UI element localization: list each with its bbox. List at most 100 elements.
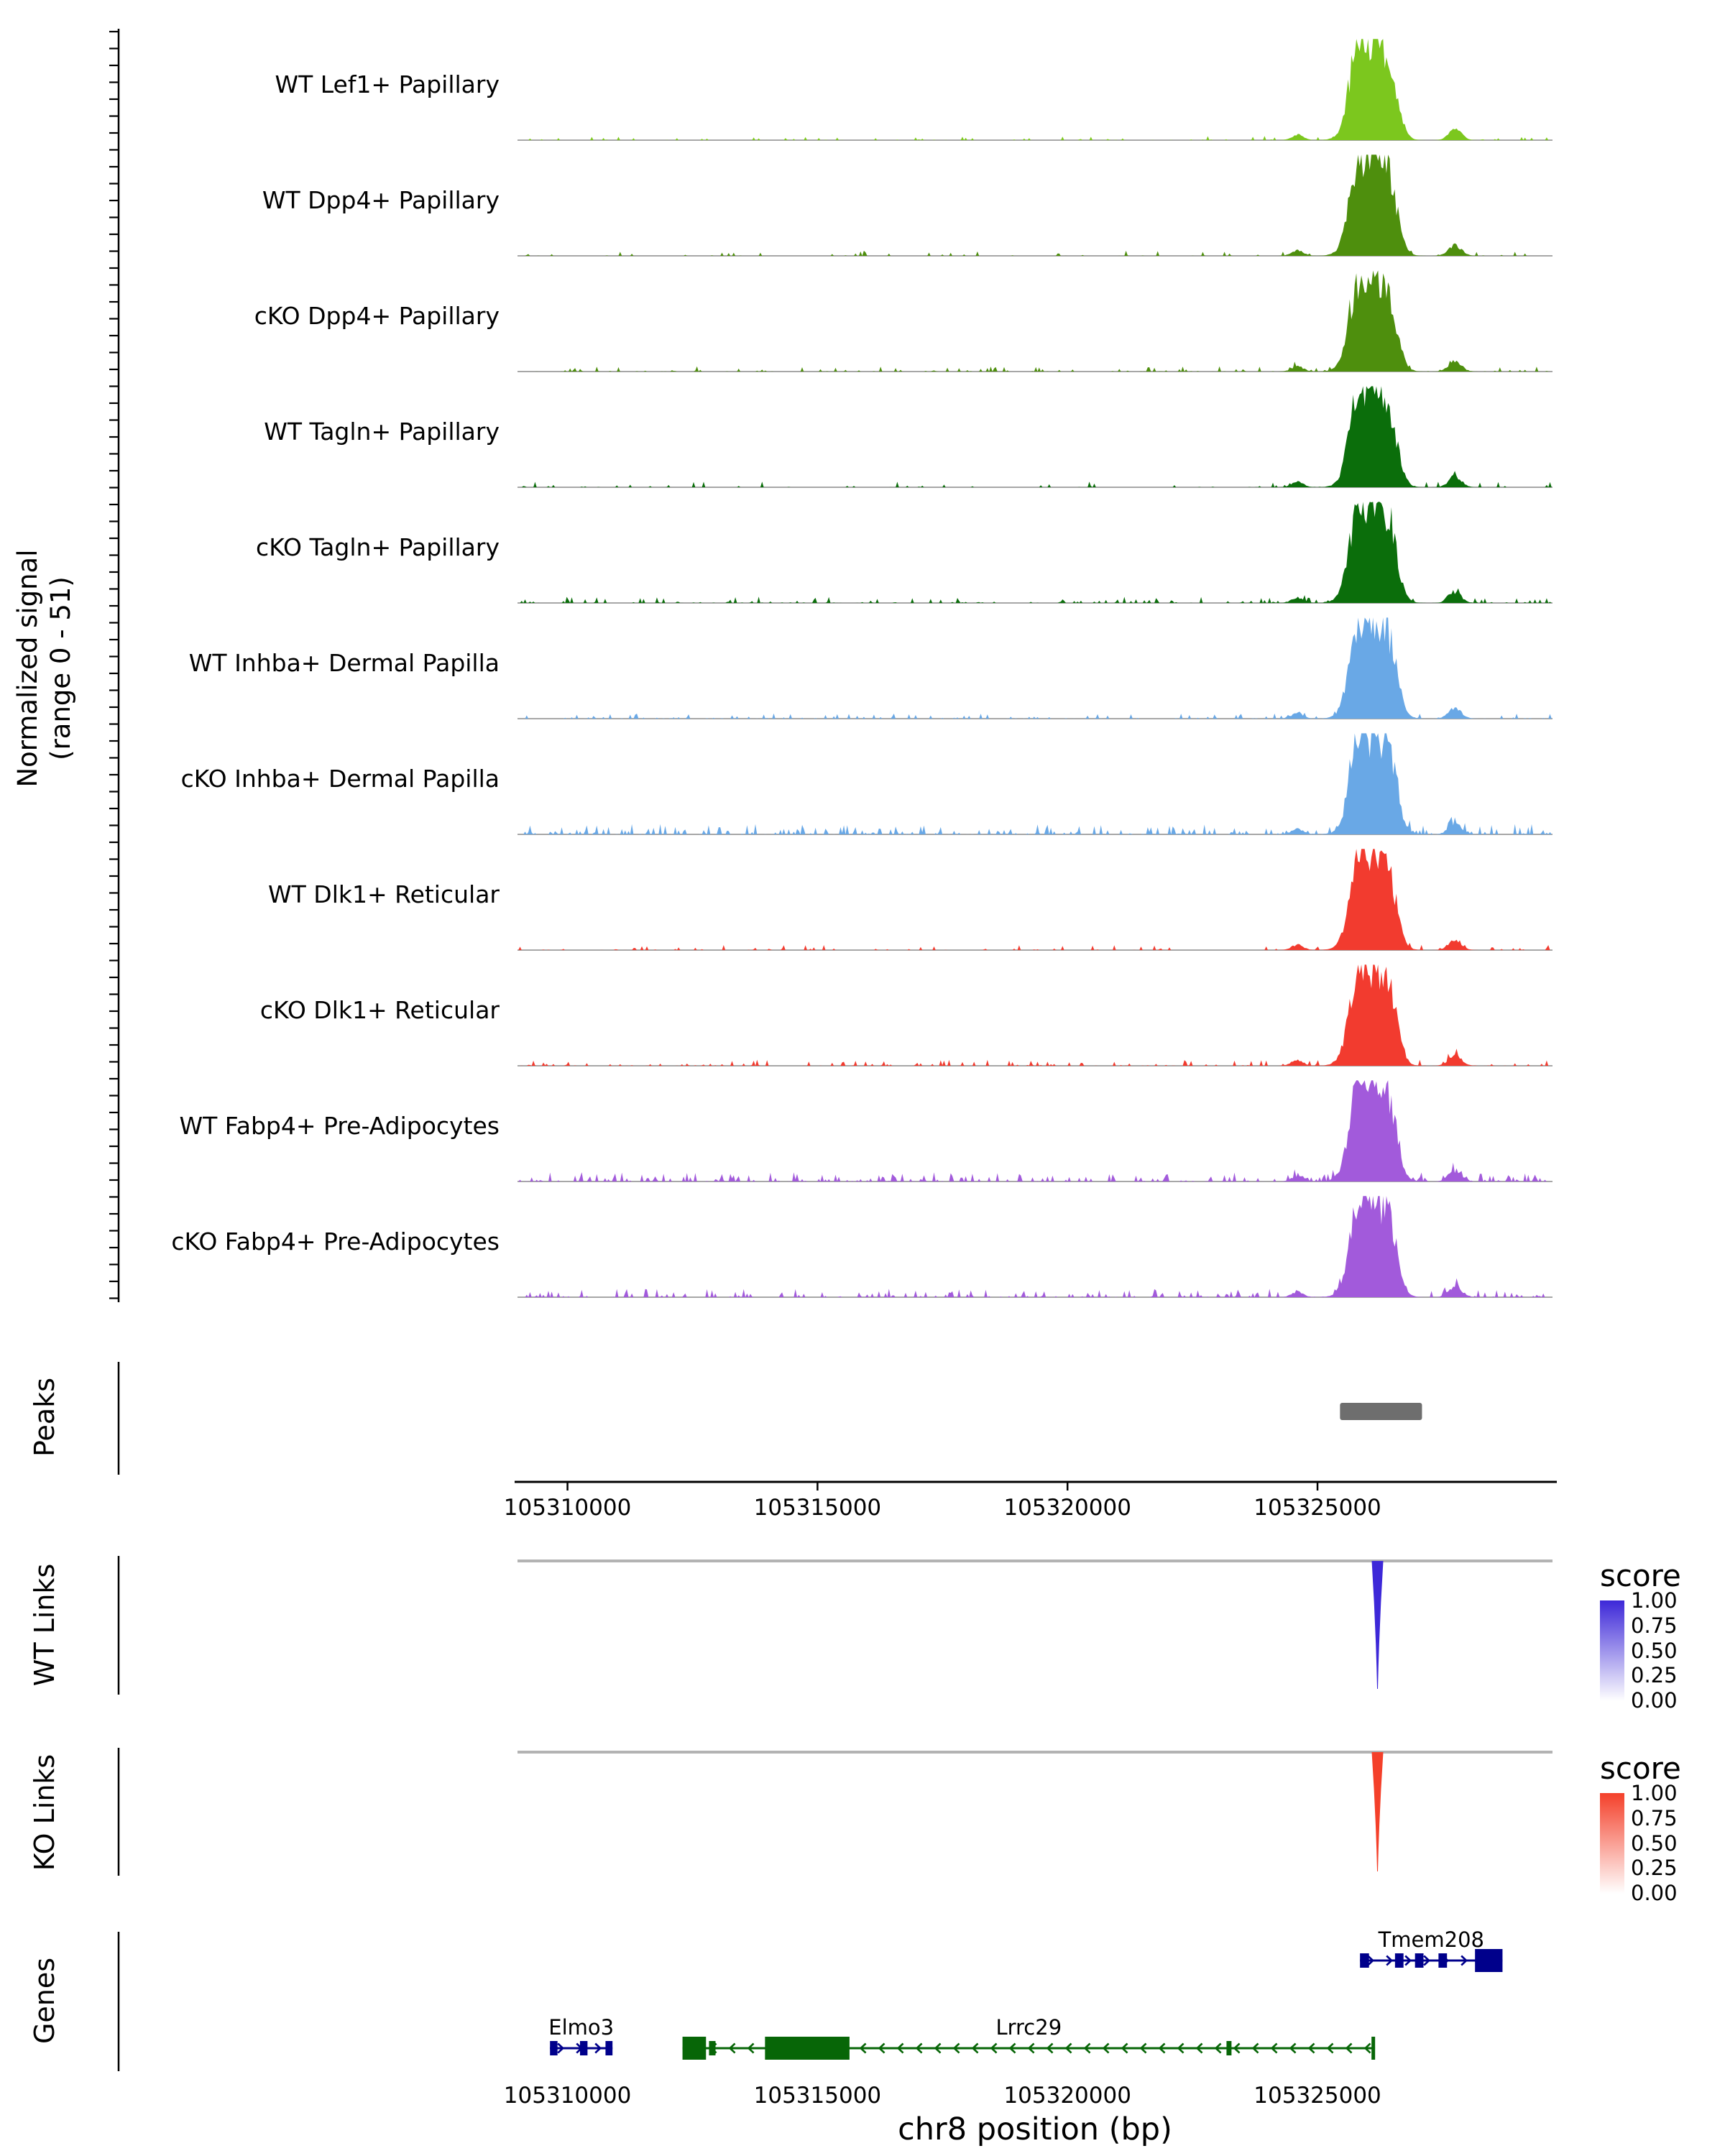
strand-arrow-icon (1139, 2042, 1147, 2054)
track-label-1: WT Dpp4+ Papillary (262, 186, 500, 214)
wt-links-score-legend: score 1.00 0.75 0.50 0.25 0.00 (1600, 1558, 1681, 1721)
track-label-10: cKO Fabp4+ Pre-Adipocytes (171, 1227, 500, 1256)
x-axis-tick-label: 105315000 (753, 1495, 882, 1521)
gene-exon (550, 2041, 558, 2055)
strand-arrow-icon (878, 2042, 886, 2054)
strand-arrow-icon (1046, 2042, 1054, 2054)
strand-arrow-icon (1404, 1955, 1412, 1966)
score-tick-label: 0.50 (1631, 1830, 1678, 1856)
track-label-9: WT Fabp4+ Pre-Adipocytes (179, 1112, 500, 1140)
strand-arrow-icon (1177, 2042, 1184, 2054)
strand-arrow-icon (990, 2042, 998, 2054)
score-tick-label: 1.00 (1631, 1781, 1678, 1805)
coverage-area (518, 964, 1552, 1066)
score-legend-tick-labels: 1.00 0.75 0.50 0.25 0.00 (1631, 1783, 1678, 1904)
score-legend-title: score (1600, 1751, 1681, 1786)
ko-link-arc (1371, 1752, 1384, 1871)
strand-arrow-icon (1008, 2042, 1016, 2054)
track-label-2: cKO Dpp4+ Papillary (254, 302, 500, 330)
coverage-area (518, 617, 1552, 719)
strand-arrow-icon (1423, 1955, 1431, 1966)
strand-arrow-icon (971, 2042, 979, 2054)
gene-exon (1371, 2037, 1376, 2060)
y-axis-label-line1: Normalized signal (12, 549, 43, 788)
x-axis-title: chr8 position (bp) (898, 2111, 1172, 2147)
gene-exon (709, 2041, 716, 2055)
strand-arrow-icon (859, 2042, 867, 2054)
coverage-area (518, 1080, 1552, 1181)
gene-exon (605, 2041, 613, 2055)
strand-arrow-icon (1064, 2042, 1072, 2054)
track-label-3: WT Tagln+ Papillary (264, 418, 500, 446)
track-label-8: cKO Dlk1+ Reticular (259, 996, 500, 1024)
coverage-area (518, 849, 1552, 950)
gene-exon (1414, 1953, 1424, 1968)
score-tick-label: 0.50 (1631, 1638, 1678, 1663)
score-gradient-bar (1600, 1793, 1624, 1894)
peak-region-bar (1340, 1403, 1422, 1420)
gene-exon (1360, 1953, 1369, 1968)
score-legend-title: score (1600, 1558, 1681, 1593)
strand-arrow-icon (557, 2042, 565, 2054)
score-tick-label: 0.00 (1631, 1688, 1678, 1713)
gene-exon (1475, 1949, 1503, 1972)
ko-links-score-legend: score 1.00 0.75 0.50 0.25 0.00 (1600, 1751, 1681, 1914)
strand-arrow-icon (747, 2042, 755, 2054)
strand-arrow-icon (728, 2042, 736, 2054)
coverage-area (518, 270, 1552, 372)
strand-arrow-icon (1083, 2042, 1091, 2054)
x-axis-tick-label: 105320000 (1003, 1495, 1131, 1521)
coverage-area (518, 155, 1552, 256)
strand-arrow-icon (1345, 2042, 1353, 2054)
gene-exon (1226, 2041, 1232, 2055)
strand-arrow-icon (915, 2042, 923, 2054)
x-axis-bottom-tick-label: 105315000 (753, 2083, 882, 2109)
strand-arrow-icon (594, 2042, 602, 2054)
score-tick-label: 0.25 (1631, 1663, 1678, 1688)
strand-arrow-icon (1307, 2042, 1315, 2054)
strand-arrow-icon (1158, 2042, 1166, 2054)
strand-arrow-icon (1460, 1955, 1468, 1966)
score-tick-label: 0.75 (1631, 1805, 1678, 1830)
gene-exon (579, 2041, 588, 2055)
genes-section-label: Genes (29, 1957, 60, 2045)
x-axis-bottom-tick-label: 105320000 (1003, 2083, 1131, 2109)
track-label-5: WT Inhba+ Dermal Papilla (188, 649, 500, 677)
score-tick-label: 1.00 (1631, 1588, 1678, 1613)
strand-arrow-icon (1270, 2042, 1278, 2054)
strand-arrow-icon (1027, 2042, 1035, 2054)
ko-links-section-label: KO Links (29, 1754, 60, 1871)
y-axis-label: Normalized signal (range 0 - 51) (12, 549, 78, 787)
track-label-4: cKO Tagln+ Papillary (256, 533, 500, 561)
gene-exon (1438, 1953, 1448, 1968)
y-axis-label-line2: (range 0 - 51) (45, 576, 76, 760)
peaks-section-label: Peaks (29, 1377, 60, 1457)
strand-arrow-icon (1214, 2042, 1222, 2054)
score-tick-label: 0.00 (1631, 1881, 1678, 1905)
strand-arrow-icon (1251, 2042, 1259, 2054)
gene-label-Tmem208: Tmem208 (1378, 1927, 1485, 1952)
gene-exon (1394, 1953, 1404, 1968)
x-axis-tick-label: 105325000 (1254, 1495, 1381, 1521)
gene-label-Elmo3: Elmo3 (548, 2015, 615, 2040)
gene-exon (682, 2037, 707, 2060)
strand-arrow-icon (952, 2042, 960, 2054)
strand-arrow-icon (1195, 2042, 1203, 2054)
coverage-area (518, 1196, 1552, 1297)
strand-arrow-icon (1386, 1955, 1394, 1966)
strand-arrow-icon (1102, 2042, 1110, 2054)
score-gradient-bar (1600, 1600, 1624, 1701)
gene-label-Lrrc29: Lrrc29 (995, 2015, 1062, 2040)
gene-exon (765, 2037, 850, 2060)
wt-links-section-label: WT Links (29, 1563, 60, 1687)
strand-arrow-icon (1367, 1955, 1375, 1966)
x-axis-bottom-tick-label: 105310000 (503, 2083, 632, 2109)
track-label-6: cKO Inhba+ Dermal Papilla (180, 765, 500, 793)
strand-arrow-icon (1289, 2042, 1297, 2054)
coverage-area (518, 39, 1552, 140)
track-label-0: WT Lef1+ Papillary (275, 70, 500, 98)
score-tick-label: 0.25 (1631, 1856, 1678, 1881)
coverage-area (518, 502, 1552, 603)
strand-arrow-icon (1233, 2042, 1241, 2054)
